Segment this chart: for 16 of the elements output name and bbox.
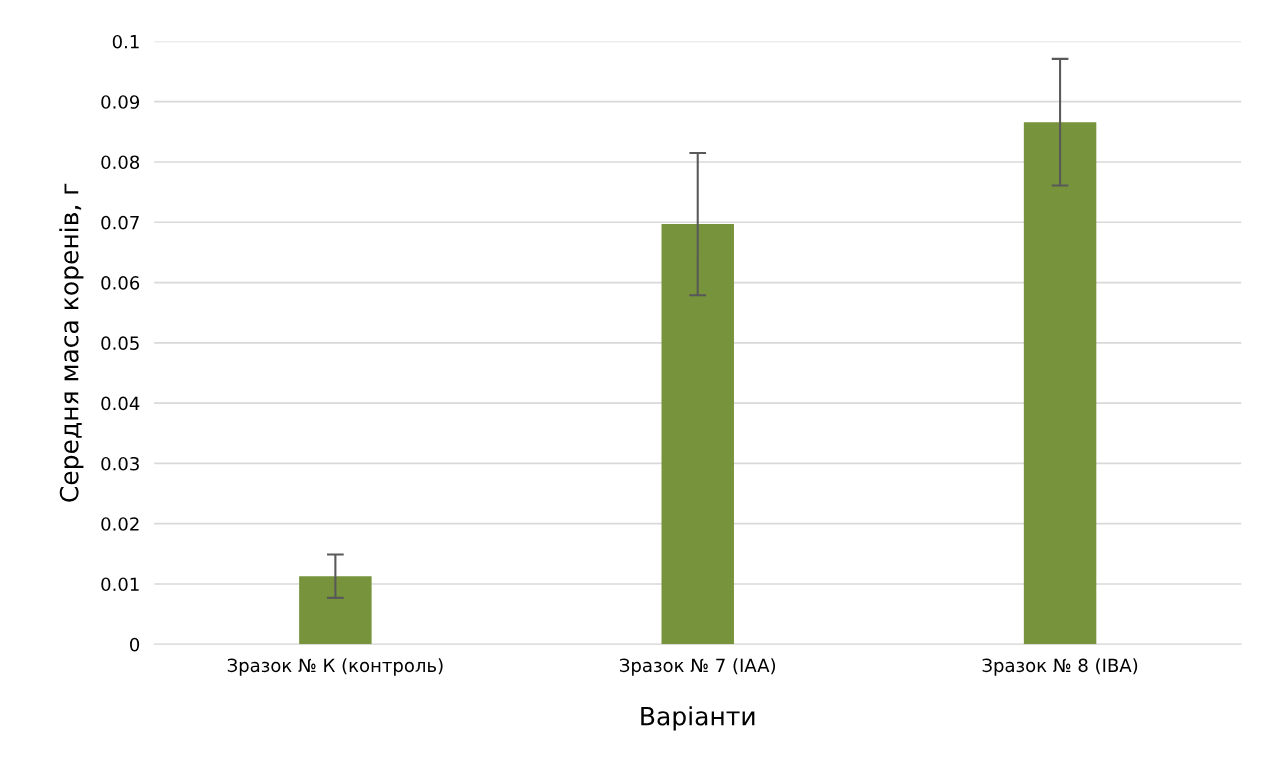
x-tick-label: Зразок № К (контроль) [227,658,443,676]
y-tick-label: 0.06 [101,276,140,290]
y-tick-label: 0 [130,637,140,652]
y-tick-label: 0.02 [101,517,139,531]
y-tick-label: 0.09 [101,95,140,109]
y-tick-label: 0.03 [101,456,139,471]
x-tick-label: Зразок № 7 (IAA) [620,658,776,676]
y-tick-label: 0.07 [101,215,139,230]
x-axis-title: Варіанти [641,706,755,731]
y-tick-label: 0.04 [101,396,140,411]
y-tick-label: 0.08 [101,155,140,170]
x-tick-label: Зразок № 8 (IBA) [982,658,1138,676]
y-axis-title: Середня маса коренів, г [59,183,84,502]
y-tick-label: 0.01 [101,577,139,592]
y-tick-label: 0.1 [112,34,139,49]
y-tick-label: 0.05 [101,336,139,350]
